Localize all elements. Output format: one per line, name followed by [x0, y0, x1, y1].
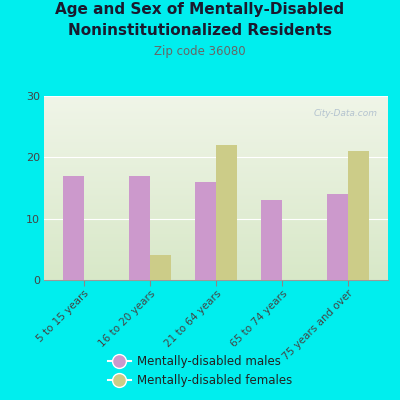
- Bar: [261, 200, 282, 280]
- Text: City-Data.com: City-Data.com: [314, 109, 378, 118]
- Bar: [129, 176, 150, 280]
- Text: Zip code 36080: Zip code 36080: [154, 45, 246, 58]
- Legend: Mentally-disabled males, Mentally-disabled females: Mentally-disabled males, Mentally-disabl…: [103, 351, 297, 392]
- Text: Noninstitutionalized Residents: Noninstitutionalized Residents: [68, 23, 332, 38]
- Text: Age and Sex of Mentally-Disabled: Age and Sex of Mentally-Disabled: [56, 2, 344, 17]
- Bar: [327, 194, 348, 280]
- Bar: [216, 145, 237, 280]
- Bar: [62, 176, 84, 280]
- Bar: [348, 151, 370, 280]
- Bar: [150, 256, 171, 280]
- Bar: [195, 182, 216, 280]
